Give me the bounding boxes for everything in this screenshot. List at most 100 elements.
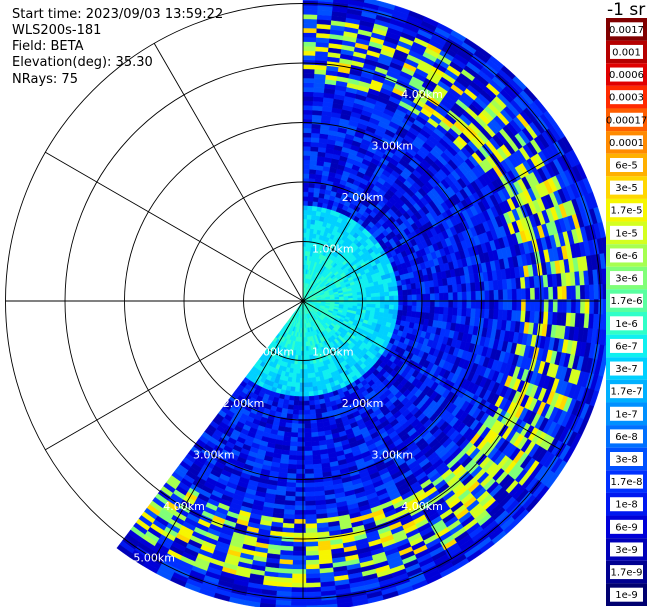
- heatmap-cell: [303, 341, 307, 347]
- heatmap-cell: [303, 405, 310, 411]
- heatmap-cell: [303, 391, 310, 397]
- heatmap-cell: [304, 409, 311, 415]
- heatmap-cell: [475, 290, 481, 301]
- heatmap-cell: [294, 391, 300, 397]
- heatmap-cell: [302, 205, 309, 211]
- heatmap-cell: [282, 522, 295, 529]
- heatmap-cell: [448, 292, 454, 301]
- heatmap-cell: [294, 386, 300, 393]
- heatmap-cell: [305, 532, 318, 538]
- heatmap-cell: [308, 173, 317, 180]
- heatmap-cell: [483, 308, 490, 320]
- heatmap-cell: [293, 518, 306, 525]
- heatmap-cell: [465, 308, 472, 318]
- heatmap-cell: [303, 350, 307, 356]
- heatmap-cell: [304, 509, 317, 516]
- heatmap-cell: [292, 541, 306, 547]
- heatmap-cell: [308, 182, 316, 189]
- heatmap-cell: [474, 308, 481, 319]
- heatmap-cell: [570, 299, 577, 314]
- heatmap-cell: [302, 77, 315, 84]
- heatmap-cell: [290, 381, 296, 388]
- heatmap-cell: [306, 368, 312, 374]
- heatmap-cell: [307, 196, 314, 202]
- heatmap-cell: [502, 289, 508, 301]
- heatmap-cell: [291, 582, 307, 588]
- heatmap-cell: [543, 287, 549, 300]
- heatmap-cell: [290, 591, 307, 597]
- heatmap-cell: [302, 182, 310, 188]
- heatmap-cell: [580, 299, 586, 314]
- heatmap-cell: [283, 509, 295, 515]
- heatmap-cell: [305, 545, 319, 552]
- heatmap-cell: [286, 408, 294, 415]
- heatmap-cell: [304, 491, 316, 497]
- heatmap-cell: [306, 218, 312, 225]
- heatmap-cell: [302, 196, 309, 202]
- heatmap-cell: [516, 288, 522, 301]
- heatmap-cell: [302, 82, 315, 88]
- heatmap-cell: [557, 286, 563, 300]
- heatmap-cell: [304, 446, 313, 452]
- heatmap-cell: [375, 292, 381, 298]
- heatmap-cell: [285, 486, 296, 493]
- heatmap-cell: [310, 137, 320, 143]
- heatmap-cell: [416, 294, 422, 301]
- heatmap-cell: [313, 395, 320, 401]
- heatmap-cell: [384, 304, 390, 310]
- heatmap-cell: [302, 64, 316, 70]
- heatmap-cell: [402, 294, 408, 301]
- heatmap-cell: [304, 427, 312, 434]
- heatmap-cell: [397, 290, 404, 296]
- heatmap-cell: [296, 455, 305, 461]
- heatmap-cell: [484, 290, 490, 301]
- heatmap-cell: [410, 282, 417, 290]
- heatmap-cell: [296, 450, 305, 456]
- heatmap-cell: [313, 399, 321, 406]
- heatmap-cell: [384, 291, 390, 297]
- heatmap-cell: [434, 293, 440, 301]
- heatmap-cell: [288, 454, 298, 461]
- heatmap-cell: [294, 505, 306, 511]
- heatmap-cell: [302, 95, 314, 102]
- heatmap-cell: [302, 114, 313, 120]
- heatmap-cell: [302, 0, 319, 2]
- heatmap-cell: [461, 283, 467, 293]
- heatmap-cell: [302, 232, 307, 238]
- heatmap-cell: [295, 468, 306, 475]
- heatmap-cell: [303, 382, 309, 388]
- heatmap-cell: [293, 537, 306, 543]
- heatmap-cell: [287, 404, 294, 411]
- heatmap-cell: [311, 381, 318, 388]
- heatmap-cell: [294, 491, 306, 497]
- heatmap-cell: [308, 191, 315, 198]
- heatmap-cell: [407, 294, 413, 301]
- heatmap-cell: [303, 396, 310, 402]
- heatmap-cell: [312, 463, 323, 470]
- heatmap-cell: [312, 100, 324, 107]
- heatmap-cell: [310, 422, 318, 429]
- heatmap-cell: [348, 297, 354, 302]
- heatmap-cell: [293, 395, 300, 402]
- heatmap-cell: [302, 187, 309, 193]
- heatmap-cell: [305, 600, 322, 607]
- heatmap-cell: [306, 355, 310, 361]
- heatmap-cell: [304, 482, 315, 488]
- heatmap-cell: [489, 290, 495, 301]
- heatmap-cell: [507, 289, 513, 301]
- heatmap-cell: [393, 295, 399, 301]
- heatmap-cell: [311, 128, 321, 134]
- heatmap-cell: [292, 564, 307, 570]
- heatmap-cell: [286, 413, 293, 420]
- heatmap-cell: [307, 373, 312, 379]
- heatmap-cell: [452, 292, 458, 301]
- heatmap-cell: [293, 528, 306, 534]
- heatmap-cell: [284, 495, 296, 502]
- heatmap-cell: [312, 201, 319, 207]
- heatmap-cell: [310, 150, 319, 157]
- heatmap-cell: [411, 294, 417, 301]
- heatmap-cell: [589, 299, 595, 315]
- heatmap-cell: [561, 299, 568, 314]
- heatmap-cell: [302, 173, 310, 179]
- heatmap-cell: [296, 464, 305, 470]
